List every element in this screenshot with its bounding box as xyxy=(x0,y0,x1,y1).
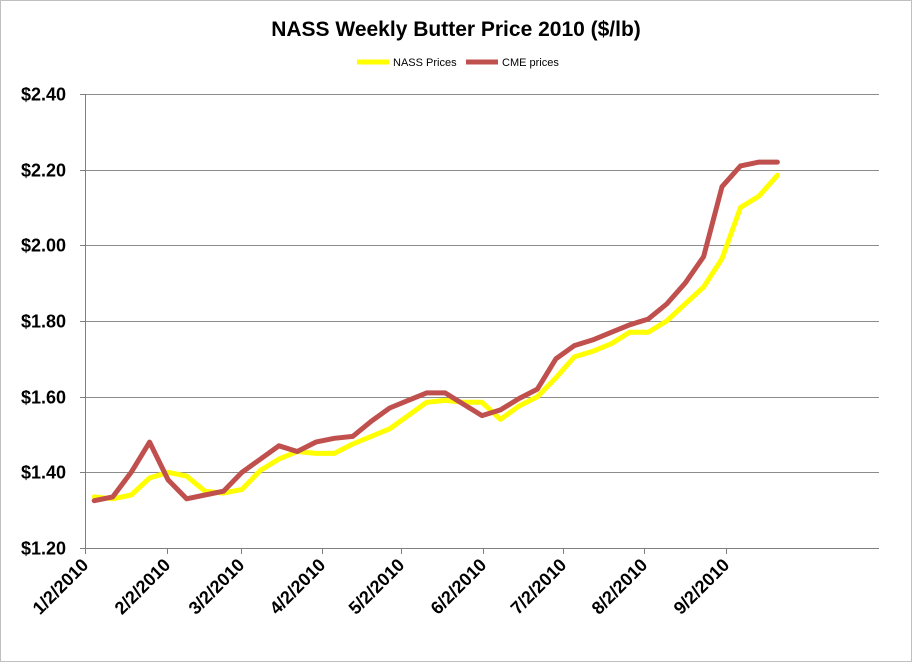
legend: NASS Prices CME prices xyxy=(357,57,559,69)
y-tick-label: $1.80 xyxy=(21,312,66,332)
y-tick-label: $2.00 xyxy=(21,236,66,256)
y-tick-label: $2.40 xyxy=(21,85,66,105)
y-axis-tick-labels: $1.20 $1.40 $1.60 $1.80 $2.00 $2.20 $2.40 xyxy=(21,85,66,559)
series-line-cme xyxy=(91,159,780,504)
y-tick-label: $1.40 xyxy=(21,463,66,483)
y-tick-label: $2.20 xyxy=(21,161,66,181)
y-tick-label: $1.20 xyxy=(21,539,66,559)
grid-lines xyxy=(85,94,879,473)
legend-label-cme: CME prices xyxy=(502,57,559,69)
axes xyxy=(80,94,879,554)
y-tick-label: $1.60 xyxy=(21,388,66,408)
series-line-nass xyxy=(91,172,780,502)
legend-label-nass: NASS Prices xyxy=(393,57,457,69)
chart-title: NASS Weekly Butter Price 2010 ($/lb) xyxy=(271,18,641,41)
series-lines xyxy=(91,159,780,504)
